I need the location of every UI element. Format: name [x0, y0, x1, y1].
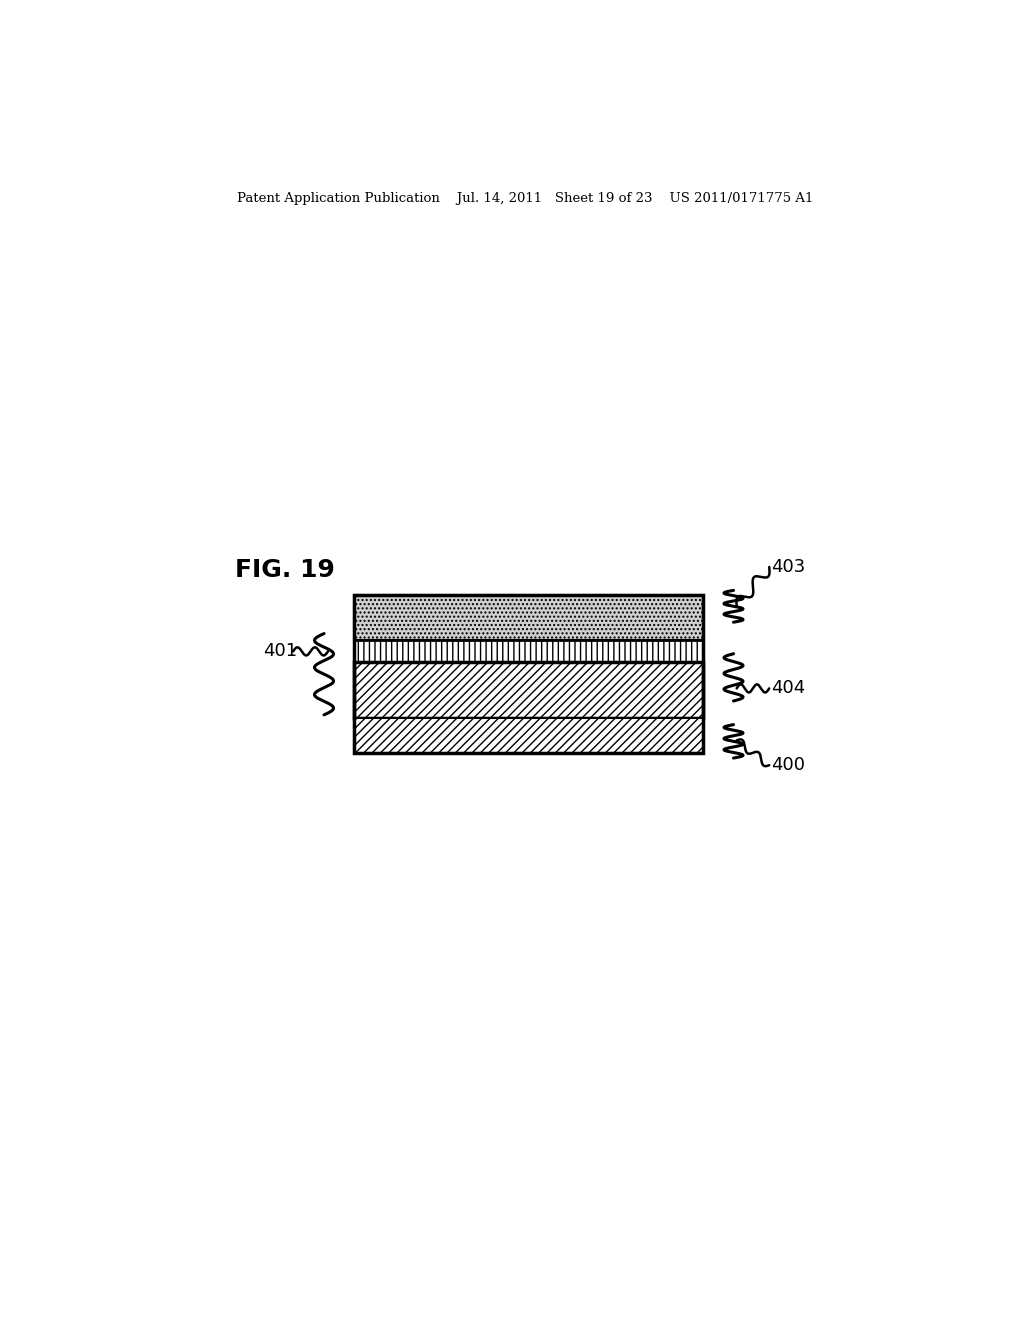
Bar — [354, 640, 703, 661]
Bar — [354, 595, 703, 752]
Text: 400: 400 — [771, 756, 805, 775]
Bar — [354, 661, 703, 718]
Bar — [354, 595, 703, 640]
Bar — [354, 718, 703, 752]
Text: 401: 401 — [263, 643, 297, 660]
Text: Patent Application Publication    Jul. 14, 2011   Sheet 19 of 23    US 2011/0171: Patent Application Publication Jul. 14, … — [237, 191, 813, 205]
Text: 403: 403 — [771, 558, 805, 576]
Text: 404: 404 — [771, 680, 805, 697]
Text: FIG. 19: FIG. 19 — [236, 558, 335, 582]
